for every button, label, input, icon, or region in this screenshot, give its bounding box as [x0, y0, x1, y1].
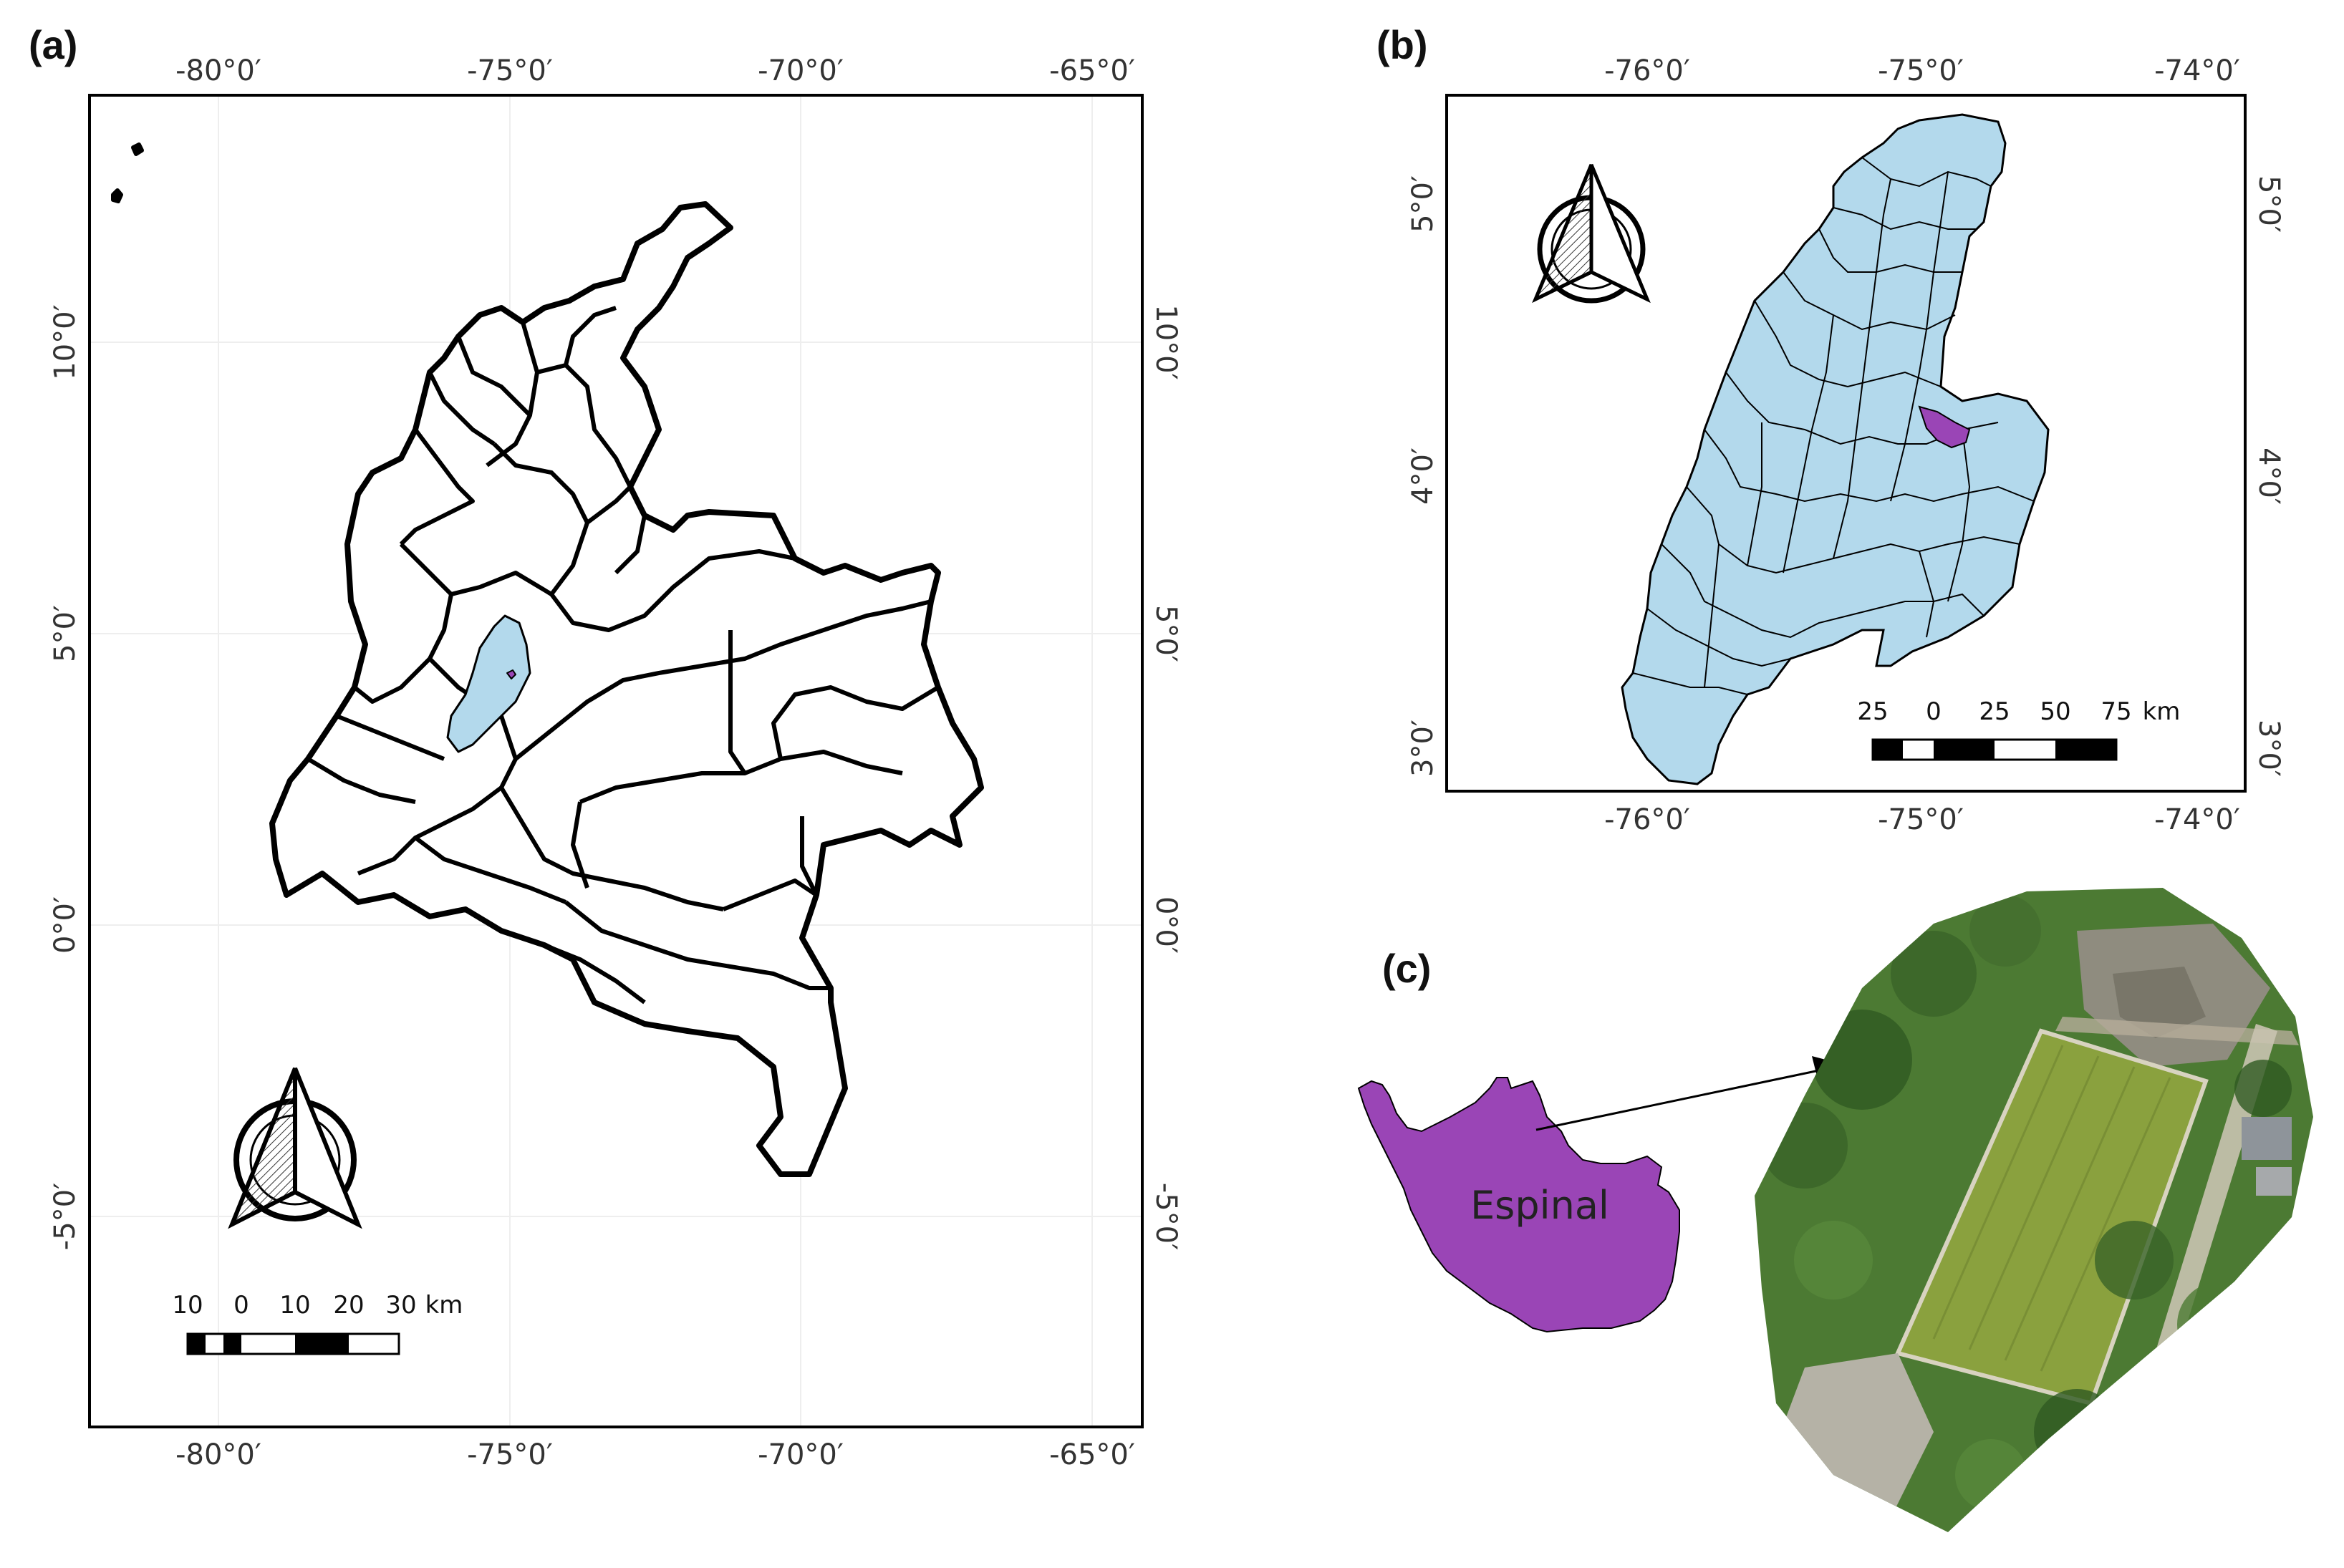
scale-label: 75 [2101, 697, 2131, 726]
tick-label: -75°0′ [467, 54, 553, 87]
tick-label: -76°0′ [1604, 54, 1690, 87]
scale-label: 50 [2040, 697, 2070, 726]
tick-label: -70°0′ [758, 1438, 844, 1471]
tolima-highlight [446, 614, 531, 753]
panel-a-label: (a) [29, 22, 78, 67]
crop-rows [1932, 1045, 2171, 1372]
tick-label: -65°0′ [1049, 1438, 1135, 1471]
tick-label: -75°0′ [1878, 54, 1964, 87]
island-san-andres [131, 142, 144, 156]
island-providencia [111, 188, 123, 203]
scale-label: 25 [1979, 697, 2010, 726]
tick-label: 3°0′ [1407, 720, 1439, 777]
tick-label: -75°0′ [1878, 803, 1964, 836]
tick-label: -74°0′ [2154, 54, 2240, 87]
scale-label: 0 [233, 1291, 249, 1320]
tick-label: -75°0′ [467, 1438, 553, 1471]
tick-label: 5°0′ [1407, 175, 1439, 233]
country-outline [269, 201, 984, 1177]
scale-label: 0 [1926, 697, 1942, 726]
tick-label: 10°0′ [49, 304, 82, 379]
tick-label: 0°0′ [49, 896, 82, 954]
department-boundaries [307, 306, 940, 1005]
panel-b-top-ticks: -76°0′ -75°0′ -74°0′ [1604, 54, 2240, 87]
tick-label: 10°0′ [1149, 304, 1182, 379]
panel-a-right-ticks: 10°0′ 5°0′ 0°0′ -5°0′ [1149, 304, 1182, 1250]
tick-label: 5°0′ [1149, 605, 1182, 662]
tick-label: -5°0′ [1149, 1183, 1182, 1250]
municipality-boundaries [1632, 157, 2035, 695]
tick-label: -65°0′ [1049, 54, 1135, 87]
tick-label: 4°0′ [1407, 447, 1439, 505]
panel-b-right-ticks: 5°0′ 4°0′ 3°0′ [2252, 175, 2285, 777]
scale-label: 10 [172, 1291, 203, 1320]
scale-label: km [2143, 697, 2181, 726]
panel-b-bottom-ticks: -76°0′ -75°0′ -74°0′ [1604, 803, 2240, 836]
panel-a-bottom-ticks: -80°0′ -75°0′ -70°0′ -65°0′ [175, 1438, 1135, 1471]
tick-label: 4°0′ [2252, 447, 2285, 505]
espinal-highlight-small [506, 669, 516, 679]
tick-label: 0°0′ [1149, 896, 1182, 954]
tick-label: -70°0′ [758, 54, 844, 87]
tick-label: -80°0′ [175, 54, 261, 87]
tick-label: -74°0′ [2154, 803, 2240, 836]
scale-label: km [425, 1291, 463, 1320]
scale-label: 30 [385, 1291, 416, 1320]
colombia-map [111, 142, 984, 1177]
tick-label: -5°0′ [49, 1183, 82, 1250]
panel-a-left-ticks: 10°0′ 5°0′ 0°0′ -5°0′ [49, 304, 82, 1250]
panel-c-label: (c) [1382, 946, 1432, 991]
scale-label: 25 [1857, 697, 1888, 726]
panel-b-scale-bar: 25 0 25 50 75 km [1857, 697, 2181, 761]
north-arrow-icon [228, 1067, 362, 1229]
tick-label: 5°0′ [49, 605, 82, 662]
panel-a-top-ticks: -80°0′ -75°0′ -70°0′ -65°0′ [175, 54, 1135, 87]
panel-b-label: (b) [1376, 22, 1428, 67]
aerial-orthophoto [1755, 888, 2313, 1532]
panel-a-map [88, 94, 1144, 1428]
panel-a-scale-bar: 10 0 10 20 30 km [172, 1291, 463, 1355]
espinal-shape [1357, 1077, 1680, 1333]
panel-b-frame [1445, 94, 2247, 793]
scale-label: 10 [279, 1291, 310, 1320]
espinal-highlight-b [1918, 405, 1971, 449]
tick-label: -80°0′ [175, 1438, 261, 1471]
north-arrow-icon [1532, 164, 1651, 304]
tick-label: 5°0′ [2252, 175, 2285, 233]
place-label-espinal: Espinal [1470, 1183, 1609, 1228]
panel-a-frame [88, 94, 1144, 1428]
tolima-outline [1621, 113, 2050, 785]
tick-label: -76°0′ [1604, 803, 1690, 836]
scale-label: 20 [333, 1291, 364, 1320]
panel-b-map [1445, 94, 2247, 793]
panel-b-left-ticks: 5°0′ 4°0′ 3°0′ [1407, 175, 1439, 777]
tick-label: 3°0′ [2252, 720, 2285, 777]
